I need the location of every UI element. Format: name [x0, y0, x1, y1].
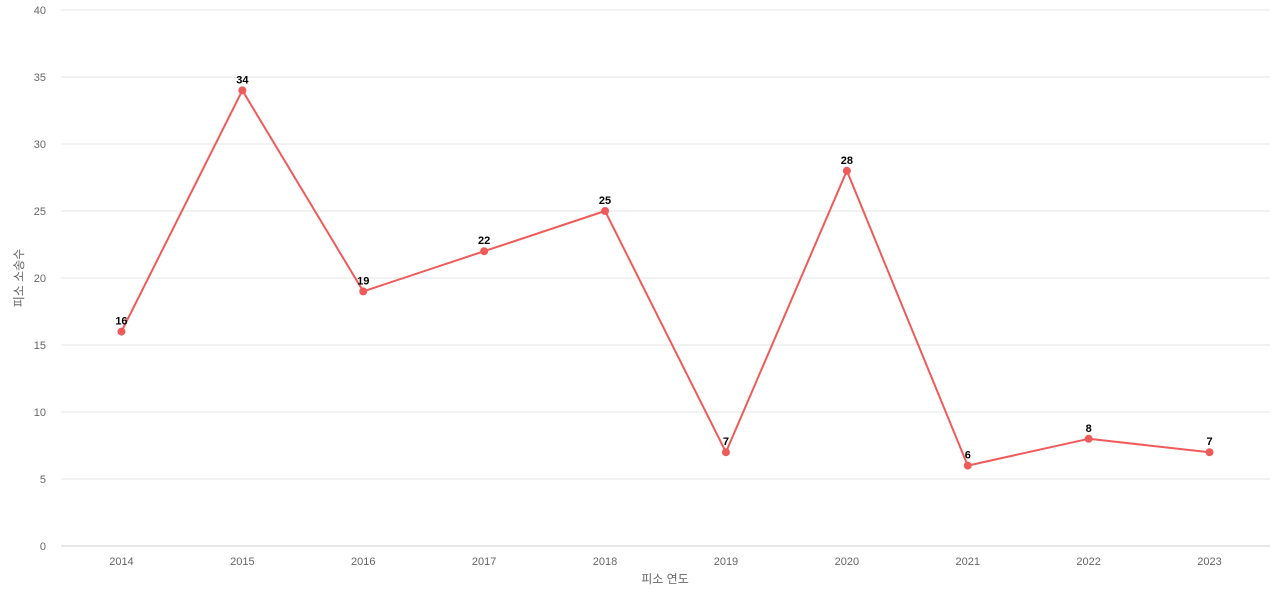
- data-label: 7: [1206, 436, 1212, 448]
- x-tick-label: 2021: [956, 556, 980, 568]
- x-tick-label: 2022: [1076, 556, 1100, 568]
- y-tick-label: 40: [34, 5, 46, 17]
- x-tick-label: 2023: [1197, 556, 1221, 568]
- data-point[interactable]: [721, 448, 730, 457]
- data-label: 25: [599, 195, 611, 207]
- data-labels: 16 34 19 22 25 7 28 6 8 7: [115, 74, 1212, 461]
- y-tick-label: 20: [34, 273, 46, 285]
- data-label: 22: [478, 235, 490, 247]
- data-point[interactable]: [238, 86, 247, 95]
- x-tick-label: 2014: [109, 556, 133, 568]
- data-point[interactable]: [480, 247, 489, 256]
- y-tick-label: 0: [40, 541, 46, 553]
- x-tick-label: 2015: [230, 556, 254, 568]
- x-tick-label: 2020: [835, 556, 859, 568]
- data-point[interactable]: [601, 207, 610, 215]
- data-label: 34: [236, 74, 249, 86]
- gridlines: [61, 9, 1270, 547]
- data-point[interactable]: [1084, 434, 1093, 443]
- x-tick-label: 2018: [593, 556, 617, 568]
- data-point[interactable]: [963, 461, 972, 470]
- y-tick-label: 5: [40, 474, 46, 486]
- y-tick-label: 10: [34, 407, 46, 419]
- data-point[interactable]: [117, 327, 126, 336]
- data-point[interactable]: [1205, 448, 1214, 457]
- data-label: 28: [841, 155, 853, 167]
- y-axis-ticks: 0 5 10 15 20 25 30 35 40: [34, 5, 46, 553]
- y-tick-label: 35: [34, 72, 46, 84]
- y-tick-label: 30: [34, 139, 46, 151]
- data-point[interactable]: [359, 287, 368, 296]
- data-point[interactable]: [842, 166, 851, 175]
- x-tick-label: 2017: [472, 556, 496, 568]
- y-tick-label: 25: [34, 206, 46, 218]
- x-tick-label: 2016: [351, 556, 375, 568]
- data-label: 7: [723, 436, 729, 448]
- series-line: [120, 89, 1210, 467]
- data-label: 16: [115, 316, 127, 328]
- x-tick-label: 2019: [714, 556, 738, 568]
- series-layer: [117, 86, 1214, 470]
- x-axis-title: 피소 연도: [641, 572, 689, 586]
- y-axis-title: 피소 소송수: [12, 249, 26, 308]
- data-label: 6: [965, 450, 971, 462]
- data-label: 19: [357, 275, 369, 287]
- data-label: 8: [1086, 423, 1092, 435]
- x-axis-ticks: 2014 2015 2016 2017 2018 2019 2020 2021 2022 2023: [109, 556, 1222, 568]
- y-tick-label: 15: [34, 340, 46, 352]
